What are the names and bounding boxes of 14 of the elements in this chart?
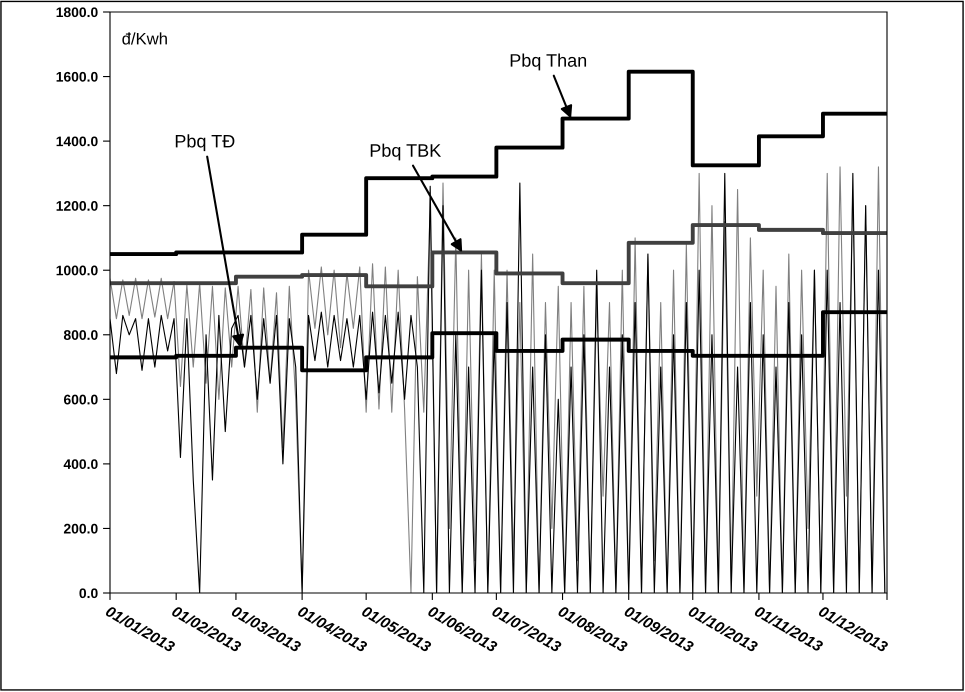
y-tick-label: 1200.0	[56, 201, 98, 211]
annotation: Pbq Than	[510, 54, 586, 70]
y-tick-label: 1800.0	[56, 7, 98, 18]
annotation: Pbq TĐ	[176, 134, 234, 152]
y-tick-label: 1400.0	[56, 136, 98, 146]
y-axis-title: đ/Kwh	[122, 32, 167, 45]
annotation: Pbq TBK	[370, 144, 442, 160]
y-tick-label: 1000.0	[56, 266, 98, 276]
y-tick-label: 800.0	[64, 330, 98, 340]
y-tick-label: 600.0	[64, 394, 98, 405]
y-tick-label: 200.0	[64, 524, 98, 534]
y-tick-label: 1600.0	[56, 72, 98, 82]
y-tick-label: 0.0	[79, 588, 98, 598]
y-tick-label: 400.0	[64, 459, 98, 470]
